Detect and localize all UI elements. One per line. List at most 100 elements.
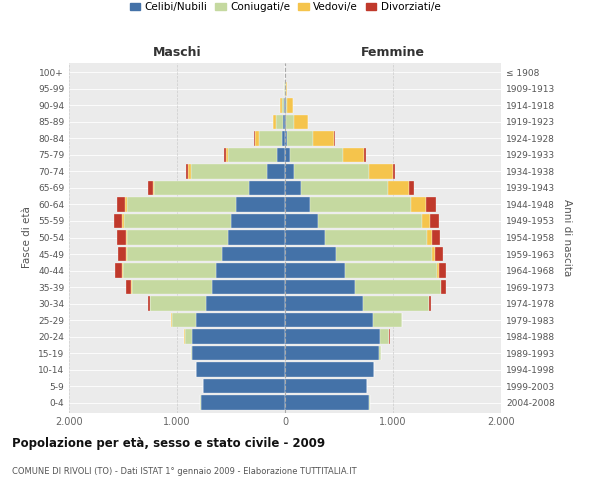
Bar [427, 197, 436, 212]
Bar [280, 98, 282, 112]
Bar [285, 114, 286, 129]
Bar [437, 264, 439, 278]
Bar [282, 98, 284, 112]
Bar [285, 148, 290, 162]
Bar [286, 82, 287, 96]
Bar [127, 246, 223, 262]
Bar [368, 164, 393, 178]
Bar [203, 379, 285, 394]
Bar [148, 296, 149, 311]
Bar [364, 148, 365, 162]
Y-axis label: Anni di nascita: Anni di nascita [562, 199, 572, 276]
Bar [115, 214, 122, 228]
Bar [427, 230, 432, 245]
Bar [115, 264, 122, 278]
Bar [148, 180, 152, 195]
Bar [430, 214, 439, 228]
Text: Maschi: Maschi [152, 46, 202, 59]
Bar [325, 230, 427, 245]
Text: COMUNE DI RIVOLI (TO) - Dati ISTAT 1° gennaio 2009 - Elaborazione TUTTITALIA.IT: COMUNE DI RIVOLI (TO) - Dati ISTAT 1° ge… [12, 468, 356, 476]
Bar [439, 264, 446, 278]
Bar [196, 362, 285, 377]
Bar [122, 214, 124, 228]
Bar [432, 246, 434, 262]
Bar [152, 180, 154, 195]
Text: Femmine: Femmine [361, 46, 425, 59]
Bar [294, 164, 369, 178]
Bar [273, 114, 276, 129]
Bar [286, 114, 294, 129]
Text: Popolazione per età, sesso e stato civile - 2009: Popolazione per età, sesso e stato civil… [12, 438, 325, 450]
Bar [191, 164, 266, 178]
Bar [187, 164, 188, 178]
Bar [266, 164, 285, 178]
Bar [285, 346, 379, 360]
Bar [206, 296, 285, 311]
Bar [259, 131, 282, 146]
Bar [116, 197, 125, 212]
Bar [287, 98, 293, 112]
Bar [282, 131, 285, 146]
Y-axis label: Fasce di età: Fasce di età [22, 206, 32, 268]
Bar [313, 131, 334, 146]
Bar [276, 114, 283, 129]
Bar [422, 214, 430, 228]
Bar [117, 230, 126, 245]
Bar [123, 264, 216, 278]
Bar [150, 296, 206, 311]
Bar [343, 148, 364, 162]
Bar [285, 330, 380, 344]
Bar [250, 180, 285, 195]
Bar [363, 296, 428, 311]
Bar [336, 246, 432, 262]
Bar [228, 148, 277, 162]
Bar [185, 330, 192, 344]
Bar [285, 131, 287, 146]
Bar [380, 330, 389, 344]
Bar [290, 148, 343, 162]
Bar [388, 180, 409, 195]
Bar [192, 330, 285, 344]
Bar [409, 180, 414, 195]
Bar [411, 197, 427, 212]
Bar [301, 180, 388, 195]
Bar [188, 164, 191, 178]
Bar [118, 246, 127, 262]
Bar [124, 214, 231, 228]
Bar [256, 131, 259, 146]
Bar [228, 230, 285, 245]
Bar [440, 280, 442, 294]
Bar [285, 296, 363, 311]
Bar [393, 164, 395, 178]
Bar [127, 197, 236, 212]
Bar [355, 280, 440, 294]
Bar [286, 98, 287, 112]
Bar [126, 230, 127, 245]
Bar [334, 131, 335, 146]
Bar [310, 197, 411, 212]
Bar [223, 246, 285, 262]
Bar [345, 264, 437, 278]
Bar [429, 296, 431, 311]
Bar [285, 164, 294, 178]
Bar [442, 280, 446, 294]
Bar [285, 246, 336, 262]
Bar [285, 280, 355, 294]
Bar [254, 131, 256, 146]
Bar [318, 214, 422, 228]
Bar [172, 313, 196, 328]
Bar [285, 180, 301, 195]
Bar [285, 396, 369, 410]
Bar [127, 280, 131, 294]
Bar [212, 280, 285, 294]
Bar [285, 379, 367, 394]
Bar [196, 313, 285, 328]
Bar [434, 246, 443, 262]
Bar [287, 131, 313, 146]
Bar [379, 346, 381, 360]
Bar [283, 114, 285, 129]
Bar [224, 148, 226, 162]
Bar [285, 362, 374, 377]
Bar [192, 346, 285, 360]
Bar [236, 197, 285, 212]
